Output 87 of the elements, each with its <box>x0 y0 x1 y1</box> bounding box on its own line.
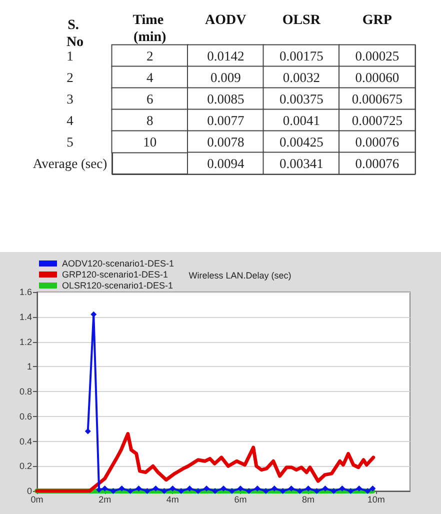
y-tick-label: 1 <box>66 48 74 64</box>
point <box>237 486 244 492</box>
point <box>322 486 328 492</box>
point <box>271 486 278 492</box>
x-tick-label: AODV <box>205 13 246 28</box>
data-label: 0.0085 <box>207 91 244 106</box>
point <box>144 488 150 494</box>
data-label: 0.0041 <box>282 112 320 128</box>
y-tick-label: 0.8 <box>19 386 32 396</box>
data-label: 0.00341 <box>279 156 324 171</box>
point <box>280 488 286 494</box>
data-label: 0.00375 <box>279 91 324 106</box>
data-label: 0.000725 <box>352 112 403 128</box>
point <box>136 486 142 492</box>
data-label: 0.0077 <box>207 112 244 128</box>
data-label: 0.0142 <box>207 48 244 64</box>
data-label: 0.009 <box>210 70 242 85</box>
point <box>348 488 354 494</box>
point <box>330 488 337 494</box>
point <box>288 486 294 492</box>
point <box>161 488 168 494</box>
point <box>254 486 260 492</box>
point <box>314 488 320 494</box>
data-label: 0.0032 <box>282 70 320 85</box>
data-label: 0.0094 <box>207 156 244 171</box>
legend-label: GRP120-scenario1-DES-1 <box>62 270 168 280</box>
data-label: 10 <box>143 134 157 150</box>
data-label: 0.00076 <box>355 156 400 171</box>
point <box>127 488 134 494</box>
y-tick-label: 0 <box>26 486 32 496</box>
point <box>110 488 116 494</box>
data-label: 0.00425 <box>279 134 324 150</box>
point <box>339 486 346 492</box>
point <box>204 486 210 492</box>
data-label: 0.00060 <box>355 70 400 85</box>
y-tick-label: Average (sec) <box>32 156 108 171</box>
y-tick-label: 1.6 <box>19 287 32 297</box>
point <box>356 486 362 492</box>
data-label: 0.0078 <box>207 134 244 150</box>
point <box>102 486 108 492</box>
y-tick-label: 0.2 <box>19 461 32 472</box>
point <box>364 488 371 494</box>
data-label: 2 <box>146 48 154 64</box>
data-label: 0.00076 <box>355 134 400 150</box>
x-tick-label: GRP <box>362 13 392 28</box>
x-tick-label: 2m <box>98 494 112 504</box>
y-axis-title: S. No <box>66 18 84 50</box>
point <box>186 486 193 492</box>
data-label: 0.00025 <box>355 48 400 64</box>
point <box>296 488 303 494</box>
point <box>220 486 226 492</box>
point <box>195 488 202 494</box>
point <box>170 486 176 492</box>
point <box>152 486 159 492</box>
line-series <box>35 432 376 493</box>
point <box>262 488 269 494</box>
y-tick-label: 0.6 <box>19 411 32 422</box>
y-tick-label: 1.2 <box>19 336 32 347</box>
y-tick-label: 1.4 <box>19 312 32 322</box>
y-tick-label: 1 <box>26 362 32 372</box>
x-tick-label: 4m <box>166 494 179 504</box>
y-tick-label: 5 <box>66 134 74 150</box>
data-label: 0.00175 <box>279 48 324 64</box>
x-tick-label: OLSR <box>282 13 322 28</box>
data-label: 8 <box>146 112 154 128</box>
y-tick-label: 4 <box>66 112 74 128</box>
data-label: 6 <box>146 91 154 106</box>
y-tick-label: 3 <box>66 91 74 106</box>
point <box>212 488 218 494</box>
x-tick-label: 0m <box>30 494 44 504</box>
point <box>246 488 252 494</box>
point <box>370 486 376 492</box>
point <box>118 486 125 492</box>
data-label: 4 <box>146 70 154 85</box>
x-tick-label: 6m <box>234 494 247 504</box>
legend-label: OLSR120-scenario1-DES-1 <box>62 280 174 290</box>
legend-label: AODV120-scenario1-DES-1 <box>62 258 174 268</box>
chart-title: Wireless LAN.Delay (sec) <box>188 270 292 280</box>
y-tick-label: 2 <box>66 70 74 85</box>
point <box>305 486 312 492</box>
x-tick-label: 8m <box>302 494 315 504</box>
point <box>178 488 184 494</box>
y-tick-label: 0.4 <box>19 436 32 446</box>
data-label: 0.000675 <box>352 91 403 106</box>
x-tick-label: Time (min) <box>132 13 168 45</box>
point <box>228 488 235 494</box>
x-tick-label: 10m <box>367 494 385 504</box>
